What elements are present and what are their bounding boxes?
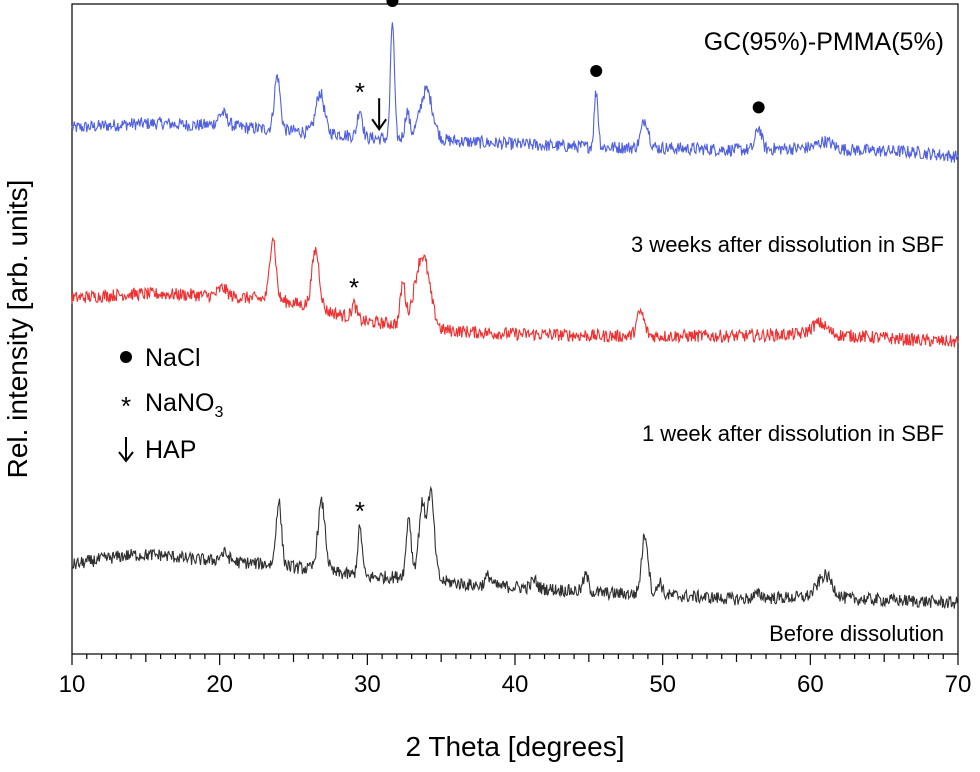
- nacl-marker: [752, 101, 765, 114]
- plot-frame: [71, 3, 959, 655]
- nacl-marker: [386, 0, 399, 8]
- series-label-2: Before dissolution: [769, 621, 944, 646]
- arrow-down-icon: [118, 437, 134, 463]
- legend-label-nano3-main: NaNO: [145, 389, 214, 417]
- chart-title: GC(95%)-PMMA(5%): [704, 28, 944, 56]
- x-tick-label: 50: [649, 671, 676, 698]
- nano3-marker: *: [355, 77, 365, 107]
- series-label-0: 3 weeks after dissolution in SBF: [631, 232, 944, 257]
- asterisk-icon: *: [121, 391, 131, 421]
- dot-icon: [120, 351, 132, 363]
- legend-label-hap: HAP: [145, 436, 196, 464]
- series-line-2: [71, 485, 959, 610]
- peak-markers: * * *: [349, 0, 765, 526]
- legend-entry-nano3: * NaNO3: [121, 389, 224, 421]
- series-line-1: [71, 236, 959, 348]
- x-tick-label: 10: [59, 671, 86, 698]
- x-tick-label: 30: [354, 671, 381, 698]
- hap-marker: [371, 98, 387, 131]
- legend-entry-nacl: NaCl: [120, 344, 201, 372]
- legend: NaCl * NaNO3 HAP: [118, 344, 224, 464]
- x-tick-label: 70: [945, 671, 972, 698]
- nano3-marker: *: [349, 272, 359, 302]
- series-line-0: [71, 22, 959, 163]
- x-axis-label: 2 Theta [degrees]: [406, 731, 625, 762]
- series-group: [71, 22, 959, 610]
- nacl-marker: [590, 65, 603, 77]
- legend-label-nacl: NaCl: [145, 344, 201, 372]
- y-axis-label: Rel. intensity [arb. units]: [2, 180, 33, 479]
- x-tick-label: 20: [206, 671, 233, 698]
- nano3-marker: *: [355, 496, 365, 526]
- legend-label-nano3: NaNO3: [145, 389, 223, 421]
- x-ticks: 10 20 30 40 50 60 70: [59, 654, 972, 698]
- x-tick-label: 40: [502, 671, 529, 698]
- legend-entry-hap: HAP: [118, 436, 196, 464]
- x-tick-label: 60: [797, 671, 824, 698]
- legend-label-nano3-subscript: 3: [214, 404, 223, 421]
- series-label-1: 1 week after dissolution in SBF: [642, 421, 944, 446]
